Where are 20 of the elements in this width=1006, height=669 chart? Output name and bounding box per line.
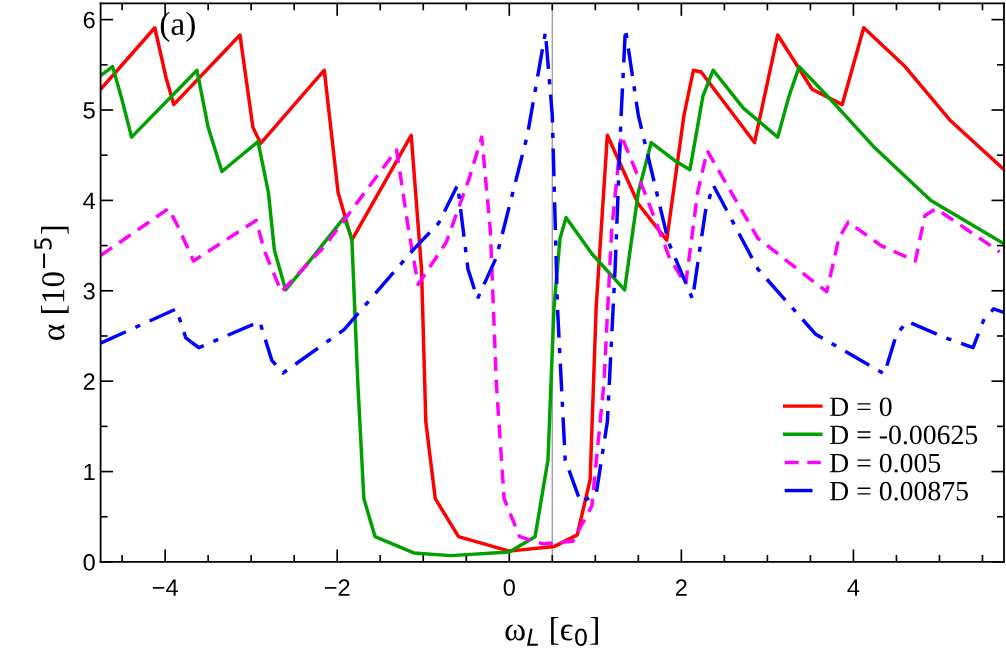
- legend-label: D = 0.005: [829, 453, 941, 473]
- line-series: [100, 133, 1002, 546]
- legend-label: D = 0: [829, 397, 892, 417]
- x-tick-label: 4: [847, 579, 860, 596]
- y-tick-label: 2: [83, 373, 95, 390]
- y-tick-label: 1: [84, 463, 95, 481]
- y-tick-label: 0: [83, 554, 95, 571]
- y-tick-label: 6: [83, 11, 95, 29]
- x-tick-label: −4: [152, 579, 178, 596]
- legend-label: D = 0.00875: [829, 481, 968, 501]
- y-tick-label: 4: [83, 192, 96, 209]
- x-tick-label: −2: [324, 579, 350, 596]
- x-tick-label: 2: [675, 579, 687, 596]
- y-axis-title: α [10$^{−5}$]: [34, 226, 69, 340]
- x-tick-label: 0: [503, 579, 515, 596]
- y-tick-label: 3: [83, 282, 95, 300]
- x-axis-title: ω$_{L}$ [ϵ$_{0}$]: [505, 617, 598, 647]
- y-tick-label: 5: [83, 102, 95, 119]
- annotation: (a): [160, 11, 195, 42]
- legend-label: D = -0.00625: [829, 425, 978, 445]
